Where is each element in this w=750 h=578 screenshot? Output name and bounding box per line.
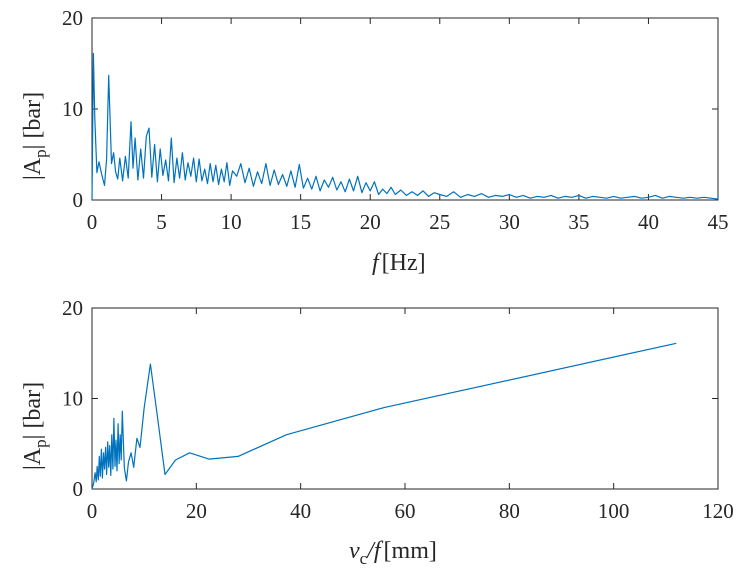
bottom-y-axis-label: |Ap| [bar] bbox=[20, 382, 50, 470]
top-x-axis-label: f [Hz] bbox=[372, 250, 426, 276]
top-x-tick-label: 15 bbox=[290, 210, 311, 234]
bottom-x-tick-label: 100 bbox=[598, 499, 630, 523]
bottom-x-tick-label: 20 bbox=[186, 499, 207, 523]
top-axes-ticks: 0 5 10 15 20 25 30 35 40 45 0 10 20 bbox=[62, 6, 729, 234]
top-x-tick-label: 35 bbox=[568, 210, 589, 234]
top-x-tick-label: 10 bbox=[221, 210, 242, 234]
top-axes: 0 5 10 15 20 25 30 35 40 45 0 10 20 f [Hz] |Ap| [bar] bbox=[20, 6, 729, 276]
bottom-y-tick-label: 0 bbox=[73, 477, 84, 501]
bottom-y-tick-label: 10 bbox=[62, 387, 83, 411]
top-spectrum-line bbox=[91, 52, 719, 201]
bottom-x-tick-label: 80 bbox=[499, 499, 520, 523]
bottom-y-tick-label: 20 bbox=[62, 296, 83, 320]
bottom-axes-frame bbox=[91, 307, 719, 490]
bottom-x-axis-label: vc/f [mm] bbox=[349, 538, 437, 568]
top-x-tick-label: 25 bbox=[429, 210, 450, 234]
top-x-tick-label: 40 bbox=[638, 210, 659, 234]
bottom-axes: 0 20 40 60 80 100 120 0 10 20 vc/f [mm] |Ap| [bar] bbox=[20, 296, 734, 568]
bottom-x-tick-label: 120 bbox=[702, 499, 734, 523]
top-x-tick-label: 20 bbox=[360, 210, 381, 234]
top-x-tick-label: 0 bbox=[87, 210, 98, 234]
top-x-tick-label: 45 bbox=[708, 210, 729, 234]
top-y-tick-label: 10 bbox=[62, 97, 83, 121]
bottom-x-tick-label: 0 bbox=[87, 499, 98, 523]
bottom-wavelength-line bbox=[91, 342, 677, 490]
top-x-tick-label: 5 bbox=[156, 210, 167, 234]
top-y-tick-label: 20 bbox=[62, 6, 83, 30]
bottom-x-tick-label: 60 bbox=[395, 499, 416, 523]
bottom-axes-ticks: 0 20 40 60 80 100 120 0 10 20 bbox=[62, 296, 734, 523]
top-x-tick-label: 30 bbox=[499, 210, 520, 234]
top-y-axis-label: |Ap| [bar] bbox=[20, 92, 50, 180]
top-y-tick-label: 0 bbox=[73, 188, 84, 212]
bottom-x-tick-label: 40 bbox=[290, 499, 311, 523]
